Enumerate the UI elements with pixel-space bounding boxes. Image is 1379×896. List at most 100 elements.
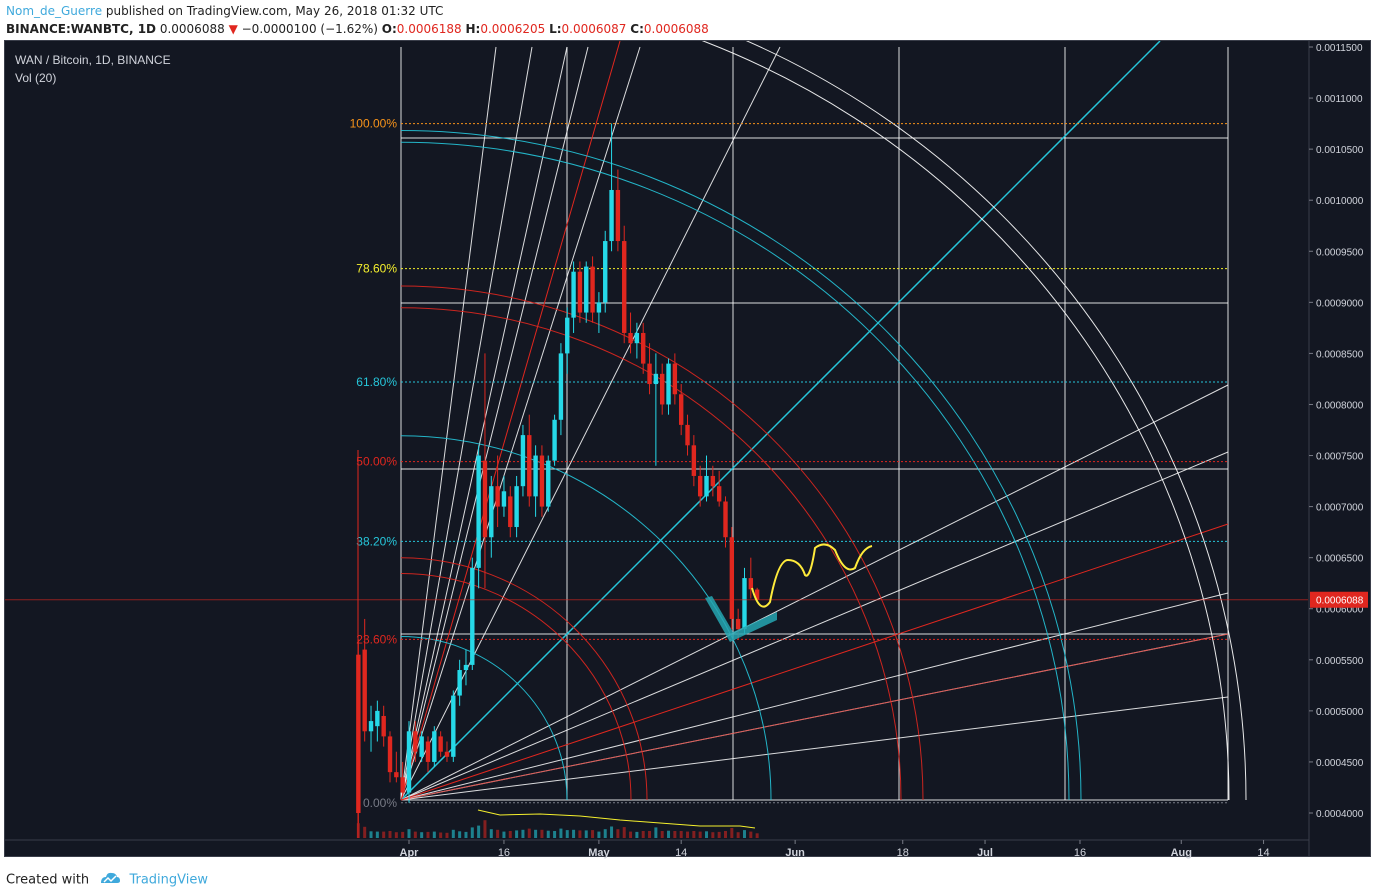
candle-body (514, 486, 519, 528)
price-tick-label: 0.0005500 (1316, 656, 1364, 667)
volume-bar (483, 820, 487, 838)
volume-bar (477, 825, 481, 838)
volume-bar (572, 829, 576, 838)
candle-body (704, 475, 709, 497)
candle-body (672, 363, 678, 395)
time-tick-label: May (588, 847, 610, 859)
candle-body (432, 731, 437, 762)
candle-body (387, 736, 393, 773)
volume-bar (534, 829, 538, 838)
gann-arc (701, 41, 1230, 801)
price-tick-label: 0.0010000 (1316, 196, 1364, 207)
volume-bar (717, 831, 721, 838)
tradingview-logo-icon (99, 871, 121, 889)
candle-body (394, 772, 399, 778)
chart-legend-title: WAN / Bitcoin, 1D, BINANCE (15, 53, 171, 67)
high-value: 0.0006205 (480, 22, 546, 36)
time-tick-label: 14 (675, 847, 687, 859)
low-value: 0.0006087 (561, 22, 627, 36)
candle-body (647, 363, 652, 385)
candle-body (527, 435, 532, 497)
publish-info: published on TradingView.com, May 26, 20… (105, 4, 444, 18)
author-link[interactable]: Nom_de_Guerre (6, 4, 103, 18)
volume-bar (597, 831, 601, 838)
volume-bar (660, 831, 664, 838)
candle-body (691, 445, 697, 476)
candle-body (552, 419, 557, 461)
volume-ma-line (477, 809, 756, 829)
fib-level-label: 50.00% (356, 455, 397, 469)
volume-bar (540, 829, 544, 838)
price-tick-label: 0.0006000 (1316, 605, 1364, 616)
candle-body (470, 567, 475, 665)
tradingview-link[interactable]: TradingView (129, 872, 208, 888)
price-tick-label: 0.0010500 (1316, 145, 1364, 156)
volume-bar (470, 827, 474, 838)
time-tick-label: Jun (785, 847, 805, 859)
volume-bar (508, 831, 512, 838)
volume-bar (591, 830, 595, 838)
candle-body (590, 266, 595, 313)
candle-body (577, 271, 583, 313)
gann-arc (400, 557, 648, 801)
price-projection-path (751, 543, 873, 608)
volume-bar (692, 831, 696, 838)
volume-bar (369, 831, 373, 838)
high-label: H: (465, 22, 481, 36)
gann-fan-line (400, 46, 497, 801)
gann-fan-line (400, 451, 1229, 801)
candle-body (546, 460, 551, 507)
price-tick-label: 0.0004500 (1316, 758, 1364, 769)
volume-bar (755, 833, 759, 838)
time-tick-label: 16 (498, 847, 510, 859)
candle-body (368, 721, 374, 732)
gann-fan-line (400, 46, 589, 801)
candle-body (482, 460, 488, 538)
price-tick-label: 0.0007500 (1316, 452, 1364, 463)
close-value: 0.0006088 (643, 22, 709, 36)
candle-body (381, 715, 386, 737)
candle-body (628, 332, 633, 344)
candle-body (558, 353, 564, 420)
fib-level-label: 61.80% (356, 375, 397, 389)
volume-bar (654, 827, 658, 838)
last-price-label: 0.0006088 (1316, 596, 1364, 607)
volume-bar (407, 829, 411, 838)
gann-arc (400, 141, 1070, 801)
candle-body (735, 618, 741, 630)
price-tick-label: 0.0006500 (1316, 554, 1364, 565)
candle-body (444, 751, 450, 757)
candle-body (489, 486, 494, 538)
gann-arc (400, 307, 902, 801)
volume-bar (711, 832, 715, 838)
time-tick-label: Jul (977, 847, 993, 859)
candle-body (400, 777, 405, 793)
candle-body (666, 363, 671, 405)
gann-fan-line (400, 46, 533, 801)
candle-body (413, 731, 418, 752)
price-tick-label: 0.0007000 (1316, 503, 1364, 514)
candle-body (520, 435, 526, 487)
volume-bar (584, 830, 588, 838)
candle-body (742, 578, 747, 630)
volume-bar (736, 832, 740, 838)
time-tick-label: 16 (1074, 847, 1086, 859)
candle-body (596, 302, 602, 313)
volume-bar (363, 826, 367, 838)
volume-bar (356, 823, 360, 838)
volume-bar (667, 830, 671, 838)
candle-body (375, 710, 380, 727)
volume-bar (527, 828, 531, 838)
volume-bar (724, 831, 727, 838)
symbol-label: BINANCE:WANBTC, 1D (6, 22, 156, 36)
volume-bar (578, 830, 582, 838)
candle-body (406, 731, 412, 793)
volume-bar (546, 830, 550, 838)
volume-bar (698, 831, 702, 838)
gann-fan-line (400, 592, 1229, 801)
volume-bar (496, 829, 500, 838)
candle-body (425, 741, 431, 762)
volume-bar (603, 829, 607, 838)
volume-bar (673, 831, 677, 838)
